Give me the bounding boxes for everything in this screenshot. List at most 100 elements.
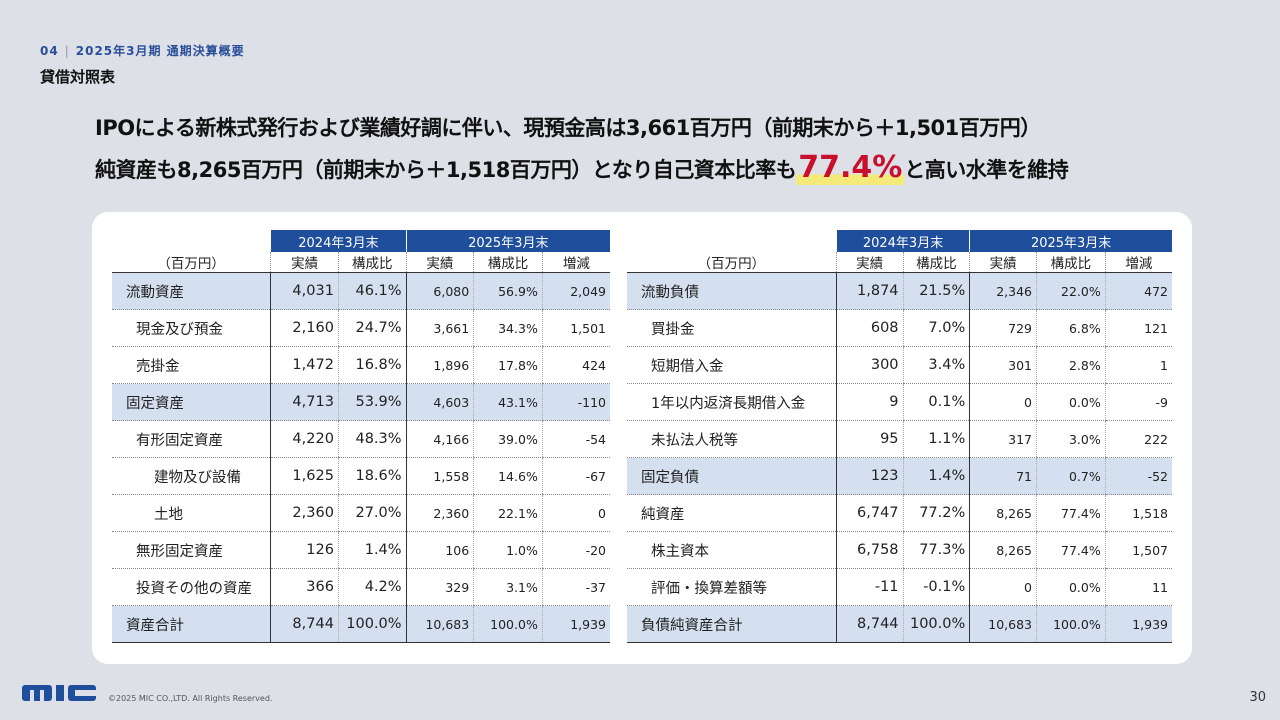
prev-actual: 4,713: [270, 383, 339, 421]
curr-ratio: 2.8%: [1036, 346, 1106, 384]
prev-actual: 608: [835, 309, 904, 347]
prev-ratio: 4.2%: [337, 568, 407, 606]
prev-actual: 9: [835, 383, 904, 421]
col-ratio: 構成比: [473, 252, 543, 273]
row-label: 未払法人税等: [627, 420, 837, 458]
prev-actual: 8,744: [270, 605, 339, 643]
prev-actual: 1,874: [835, 272, 904, 310]
table-row: 評価・換算差額等 -11 -0.1% 0 0.0% 11: [627, 568, 1172, 606]
prev-actual: 123: [835, 457, 904, 495]
change-value: -37: [541, 568, 610, 606]
col-actual: 実績: [405, 252, 474, 273]
prev-ratio: -0.1%: [902, 568, 970, 606]
table-row: 投資その他の資産 366 4.2% 329 3.1% -37: [112, 568, 610, 606]
prev-ratio: 0.1%: [902, 383, 970, 421]
period-curr-header: 2025年3月末: [969, 230, 1172, 252]
headline-line-2-prefix: 純資産も8,265百万円（前期末から＋1,518百万円）となり自己資本比率も: [95, 158, 797, 182]
change-value: 1,939: [541, 605, 610, 643]
row-label: 建物及び設備: [112, 457, 271, 495]
prev-ratio: 1.4%: [902, 457, 970, 495]
curr-ratio: 3.1%: [473, 568, 543, 606]
change-value: 121: [1104, 309, 1172, 347]
change-value: 2,049: [541, 272, 610, 310]
col-actual: 実績: [835, 252, 904, 273]
section-title: 2025年3月期 通期決算概要: [75, 44, 245, 58]
curr-actual: 6,080: [405, 272, 474, 310]
curr-actual: 0: [969, 383, 1037, 421]
curr-actual: 8,265: [969, 531, 1037, 569]
curr-ratio: 56.9%: [473, 272, 543, 310]
prev-ratio: 77.3%: [902, 531, 970, 569]
curr-ratio: 77.4%: [1036, 531, 1106, 569]
curr-ratio: 100.0%: [1036, 605, 1106, 643]
curr-actual: 2,360: [405, 494, 474, 532]
curr-actual: 317: [969, 420, 1037, 458]
table-row: 固定資産 4,713 53.9% 4,603 43.1% -110: [112, 383, 610, 421]
period-prev-header: 2024年3月末: [270, 230, 407, 252]
assets-table: 2024年3月末 2025年3月末 （百万円） 実績 構成比 実績 構成比 増減…: [112, 230, 610, 643]
col-actual: 実績: [270, 252, 339, 273]
change-value: -9: [1104, 383, 1172, 421]
change-value: 1: [1104, 346, 1172, 384]
table-row: 純資産 6,747 77.2% 8,265 77.4% 1,518: [627, 494, 1172, 532]
prev-ratio: 27.0%: [337, 494, 407, 532]
headline-line-1: IPOによる新株式発行および業績好調に伴い、現預金高は3,661百万円（前期末か…: [95, 116, 1041, 140]
section-separator: |: [64, 44, 70, 58]
row-label: 投資その他の資産: [112, 568, 271, 606]
prev-ratio: 7.0%: [902, 309, 970, 347]
copyright: ©2025 MIC CO.,LTD. All Rights Reserved.: [108, 694, 273, 703]
curr-actual: 10,683: [405, 605, 474, 643]
row-label: 固定負債: [627, 457, 837, 495]
row-label: 売掛金: [112, 346, 271, 384]
row-label: 流動負債: [627, 272, 837, 310]
curr-actual: 0: [969, 568, 1037, 606]
col-ratio: 構成比: [902, 252, 970, 273]
change-value: 1,939: [1104, 605, 1172, 643]
table-row: 株主資本 6,758 77.3% 8,265 77.4% 1,507: [627, 531, 1172, 569]
curr-actual: 1,896: [405, 346, 474, 384]
row-label: 1年以内返済長期借入金: [627, 383, 837, 421]
change-value: 1,507: [1104, 531, 1172, 569]
row-label: 純資産: [627, 494, 837, 532]
change-value: -54: [541, 420, 610, 458]
prev-actual: 2,160: [270, 309, 339, 347]
prev-ratio: 16.8%: [337, 346, 407, 384]
table-row: 資産合計 8,744 100.0% 10,683 100.0% 1,939: [112, 605, 610, 643]
unit-label: （百万円）: [627, 252, 837, 273]
table-row: 流動負債 1,874 21.5% 2,346 22.0% 472: [627, 272, 1172, 310]
table-row: 1年以内返済長期借入金 9 0.1% 0 0.0% -9: [627, 383, 1172, 421]
curr-actual: 71: [969, 457, 1037, 495]
row-label: 株主資本: [627, 531, 837, 569]
prev-ratio: 18.6%: [337, 457, 407, 495]
curr-actual: 2,346: [969, 272, 1037, 310]
curr-actual: 301: [969, 346, 1037, 384]
table-row: 土地 2,360 27.0% 2,360 22.1% 0: [112, 494, 610, 532]
curr-ratio: 6.8%: [1036, 309, 1106, 347]
change-value: 222: [1104, 420, 1172, 458]
curr-actual: 3,661: [405, 309, 474, 347]
prev-actual: -11: [835, 568, 904, 606]
curr-ratio: 43.1%: [473, 383, 543, 421]
col-change: 増減: [1104, 252, 1172, 273]
change-value: 0: [541, 494, 610, 532]
prev-actual: 1,625: [270, 457, 339, 495]
curr-ratio: 0.0%: [1036, 383, 1106, 421]
table-row: 建物及び設備 1,625 18.6% 1,558 14.6% -67: [112, 457, 610, 495]
col-ratio: 構成比: [1036, 252, 1106, 273]
col-change: 増減: [541, 252, 610, 273]
curr-ratio: 0.0%: [1036, 568, 1106, 606]
row-label: 買掛金: [627, 309, 837, 347]
change-value: -52: [1104, 457, 1172, 495]
curr-actual: 729: [969, 309, 1037, 347]
change-value: 11: [1104, 568, 1172, 606]
prev-actual: 300: [835, 346, 904, 384]
row-label: 有形固定資産: [112, 420, 271, 458]
change-value: -20: [541, 531, 610, 569]
liabilities-table: 2024年3月末 2025年3月末 （百万円） 実績 構成比 実績 構成比 増減…: [627, 230, 1172, 643]
prev-ratio: 100.0%: [902, 605, 970, 643]
prev-actual: 4,031: [270, 272, 339, 310]
curr-ratio: 22.0%: [1036, 272, 1106, 310]
change-value: 1,518: [1104, 494, 1172, 532]
row-label: 現金及び預金: [112, 309, 271, 347]
change-value: 424: [541, 346, 610, 384]
